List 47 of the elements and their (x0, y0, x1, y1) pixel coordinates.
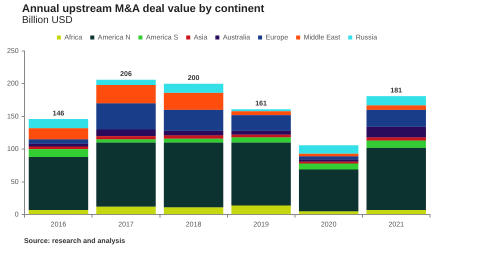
bar (366, 96, 426, 106)
bar (96, 206, 156, 214)
bar (96, 130, 156, 136)
bar (96, 136, 156, 140)
bar (231, 130, 291, 135)
bar (28, 139, 88, 144)
chart-subtitle: Billion USD (22, 15, 74, 26)
bar (28, 146, 88, 150)
bar (231, 142, 291, 206)
bar (28, 149, 88, 158)
bar (298, 211, 358, 214)
bar (231, 137, 291, 143)
bar (366, 105, 426, 110)
bar (366, 210, 426, 214)
bar (231, 111, 291, 116)
bar (164, 84, 224, 93)
bar (298, 169, 358, 212)
bar (231, 205, 291, 214)
bar (366, 126, 426, 138)
bar (366, 137, 426, 141)
bar (28, 210, 88, 214)
bar (96, 85, 156, 104)
bar (96, 139, 156, 143)
bar (96, 142, 156, 207)
bar (298, 156, 358, 160)
bar (298, 164, 358, 170)
bar (96, 80, 156, 86)
bar (28, 157, 88, 210)
chart-title: Annual upstream M&A deal value by continent (22, 3, 266, 15)
bar (164, 130, 224, 136)
bar (164, 92, 224, 110)
bar (96, 103, 156, 130)
bar (366, 110, 426, 127)
bar (164, 142, 224, 208)
bar (28, 144, 88, 147)
bar (164, 135, 224, 139)
bar (28, 128, 88, 140)
bar (231, 134, 291, 138)
bar (164, 207, 224, 214)
bar (298, 154, 358, 156)
bar (298, 145, 358, 154)
bar (164, 110, 224, 131)
bar (231, 115, 291, 131)
bar (366, 140, 426, 148)
bar (366, 148, 426, 210)
bar (28, 119, 88, 128)
bar (164, 138, 224, 143)
